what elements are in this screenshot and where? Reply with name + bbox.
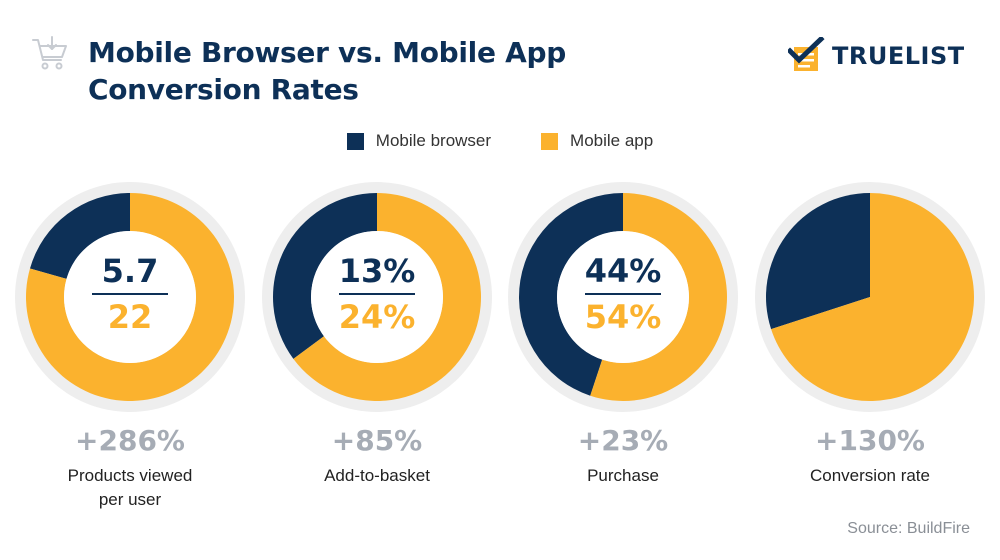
value-divider [92,293,168,295]
brand-logo: TRUELIST [788,36,965,76]
title-line-2: Conversion Rates [88,73,359,106]
increase-label: +85% [331,424,423,457]
legend: Mobile browser Mobile app [0,131,1000,151]
center-labels: 13% 24% [327,252,427,336]
donut-chart [262,182,492,412]
slice-mobile-app [25,193,234,401]
legend-item-app: Mobile app [541,131,653,151]
legend-swatch-app [541,132,559,150]
caption-line-2: per user [98,490,162,509]
donut-chart [15,182,245,412]
chart-add-to-basket: 13% 24% +85% Add-to-basket [262,182,492,485]
shopping-cart-icon [32,36,67,70]
caption: Products viewed per user [15,464,245,512]
app-value: 54% [584,298,662,336]
source-note: Source: BuildFire [847,520,970,537]
app-value: 24% [338,298,416,336]
donut-hole [64,231,196,363]
donut-chart [508,182,738,412]
slice-mobile-browser [766,193,870,330]
increase-label: +130% [815,424,925,457]
increase-label: +23% [577,424,669,457]
legend-item-browser: Mobile browser [346,131,492,151]
title-line-1: Mobile Browser vs. Mobile App [88,36,566,69]
value-divider [339,293,415,295]
slice-mobile-browser [518,193,623,396]
browser-value: 13% [338,252,416,290]
legend-label-app: Mobile app [570,131,654,150]
caption-line-1: Add-to-basket [324,466,430,485]
pie-chart [755,182,985,412]
browser-value: 44% [584,252,662,290]
slice-mobile-browser [273,193,377,359]
value-divider [585,293,661,295]
chart-purchase: 44% 54% +23% Purchase [508,182,738,485]
donut-hole [557,231,689,363]
checklist-check-icon [788,37,825,71]
page-title: Mobile Browser vs. Mobile App Conversion… [88,34,566,108]
chart-conversion-rate: +130% Conversion rate [755,182,985,485]
slice-mobile-browser [29,193,130,279]
brand-name: TRUELIST [832,42,965,70]
slice-mobile-app [293,193,481,401]
caption-line-1: Products viewed [67,466,193,485]
legend-swatch-browser [346,132,364,150]
caption-line-1: Conversion rate [809,466,930,485]
caption: Purchase [508,464,738,488]
center-labels: 44% 54% [573,252,673,336]
slice-mobile-app [590,193,727,401]
caption: Add-to-basket [262,464,492,488]
caption: Conversion rate [755,464,985,488]
center-labels: 5.7 22 [80,252,180,336]
legend-label-browser: Mobile browser [375,131,492,150]
app-value: 22 [107,298,153,336]
chart-products-viewed: 5.7 22 +286% Products viewed per user [15,182,245,509]
donut-hole [311,231,443,363]
caption-line-1: Purchase [587,466,659,485]
increase-label: +286% [75,424,185,457]
slice-mobile-app [771,193,974,401]
browser-value: 5.7 [101,252,159,290]
